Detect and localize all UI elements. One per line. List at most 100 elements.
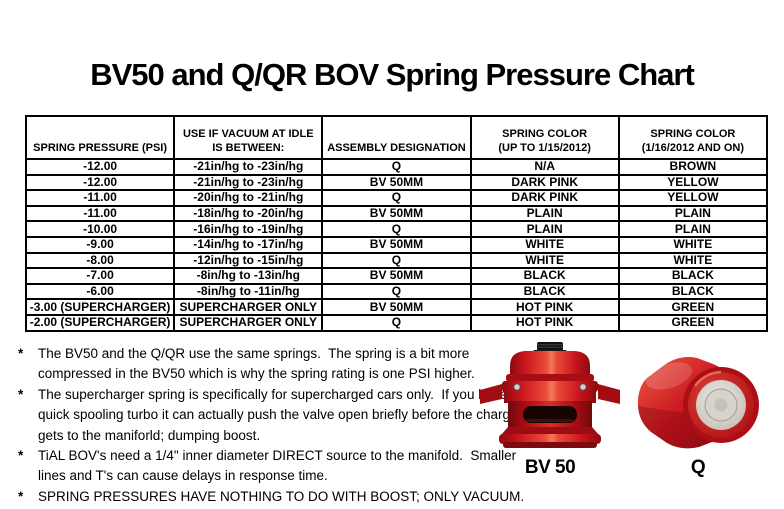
table-cell: -14in/hg to -17in/hg <box>173 235 324 254</box>
table-cell: BV 50MM <box>321 267 472 285</box>
q-label: Q <box>690 457 706 478</box>
table-row: -12.00 -21in/hg to -23in/hg BV 50MM DARK PI… <box>24 173 769 192</box>
header-cell-spring-color-new: SPRING COLOR (1/16/2012 AND ON) <box>617 115 769 160</box>
table-row: -12.00 -21in/hg to -23in/hg Q N/A BROWN <box>24 158 769 176</box>
footnote-text: TiAL BOV's need a 1/4" inner diameter DI… <box>32 446 516 487</box>
table-cell: Q <box>321 282 472 301</box>
table-cell: BV 50MM <box>321 173 472 192</box>
page-title: BV50 and Q/QR BOV Spring Pressure Chart <box>90 57 695 92</box>
footnote-asterisk: * <box>18 488 24 504</box>
header-line: IS BETWEEN: <box>212 141 285 154</box>
spring-pressure-table: SPRING PRESSURE (PSI) USE IF VACUUM AT I… <box>24 115 769 332</box>
footnotes: * The BV50 and the Q/QR use the same spr… <box>16 344 524 507</box>
footnote-text: The BV50 and the Q/QR use the same sprin… <box>32 344 491 385</box>
table-cell: N/A <box>469 158 620 176</box>
table-cell: -20in/hg to -21in/hg <box>173 189 324 207</box>
table-cell: -9.00 <box>24 235 176 254</box>
table-cell: WHITE <box>469 251 620 270</box>
footnote-asterisk: * <box>18 346 24 361</box>
table-cell: BV 50MM <box>321 235 472 254</box>
header-cell-vacuum-range: USE IF VACUUM AT IDLE IS BETWEEN: <box>173 115 324 160</box>
table-cell: BV 50MM <box>321 204 472 223</box>
bv50-product-image <box>477 341 623 453</box>
table-cell: -21in/hg to -23in/hg <box>173 158 324 176</box>
table-cell: -10.00 <box>24 220 176 238</box>
table-cell: SUPERCHARGER ONLY <box>173 298 324 316</box>
footnote-text: SPRING PRESSURES HAVE NOTHING TO DO WITH… <box>32 487 524 507</box>
bv50-valve-illustration <box>480 342 620 448</box>
table-cell: BLACK <box>617 267 769 285</box>
table-cell: -11.00 <box>24 189 176 207</box>
header-line: (1/16/2012 AND ON) <box>641 141 745 154</box>
footnote-item: * The supercharger spring is specificall… <box>16 385 519 446</box>
footnote-line: TiAL BOV's need a 1/4" inner diameter DI… <box>38 448 517 464</box>
table-cell: BLACK <box>617 282 769 301</box>
table-cell: -3.00 (SUPERCHARGER) <box>24 298 176 316</box>
footnote-asterisk: * <box>18 386 24 402</box>
table-cell: PLAIN <box>469 204 620 223</box>
table-cell: Q <box>321 220 472 238</box>
bv50-label: BV 50 <box>524 457 576 478</box>
footnote-line: compressed in the BV50 which is why the … <box>38 366 475 382</box>
footnote-item: * The BV50 and the Q/QR use the same spr… <box>16 344 491 385</box>
footnote-line: The supercharger spring is specifically … <box>38 386 519 402</box>
table-cell: DARK PINK <box>469 173 620 192</box>
table-cell: SUPERCHARGER ONLY <box>173 313 324 332</box>
table-body: -12.00 -21in/hg to -23in/hg Q N/A BROWN -12.0… <box>24 158 769 332</box>
table-cell: GREEN <box>617 313 769 332</box>
header-line: ASSEMBLY DESIGNATION <box>327 141 466 154</box>
table-cell: -12.00 <box>24 173 176 192</box>
table-cell: -8in/hg to -13in/hg <box>173 267 324 285</box>
table-cell: -11.00 <box>24 204 176 223</box>
table-cell: -12.00 <box>24 158 176 176</box>
table-cell: HOT PINK <box>469 313 620 332</box>
table-cell: Q <box>321 158 472 176</box>
header-cell-assembly-designation: ASSEMBLY DESIGNATION <box>321 115 472 160</box>
header-line: (UP TO 1/15/2012) <box>498 141 591 154</box>
table-row: -3.00 (SUPERCHARGER) SUPERCHARGER ONLY BV … <box>24 298 769 316</box>
footnote-line: gets to the maniforld; dumping boost. <box>38 427 261 443</box>
table-cell: Q <box>321 189 472 207</box>
header-line: USE IF VACUUM AT IDLE <box>182 128 314 140</box>
table-header: SPRING PRESSURE (PSI) USE IF VACUUM AT I… <box>24 115 769 160</box>
table-cell: BLACK <box>469 282 620 301</box>
table-cell: BLACK <box>469 267 620 285</box>
footnote-text: The supercharger spring is specifically … <box>32 385 519 446</box>
table-cell: DARK PINK <box>469 189 620 207</box>
table-cell: WHITE <box>617 235 769 254</box>
table-cell: YELLOW <box>617 189 769 207</box>
table-cell: YELLOW <box>617 173 769 192</box>
table-cell: PLAIN <box>469 220 620 238</box>
footnote-line: lines and T's can cause delays in respon… <box>38 468 328 484</box>
table-row: -10.00 -16in/hg to -19in/hg Q PLAIN PLAIN <box>24 220 769 238</box>
header-line: SPRING COLOR <box>502 128 588 140</box>
header-line: SPRING PRESSURE (PSI) <box>33 141 168 154</box>
footnote-item: * TiAL BOV's need a 1/4" inner diameter … <box>16 446 516 487</box>
table-cell: -18in/hg to -20in/hg <box>173 204 324 223</box>
table-cell: -6.00 <box>24 282 176 301</box>
footnote-item: * SPRING PRESSURES HAVE NOTHING TO DO WI… <box>16 487 524 507</box>
header-cell-spring-color-old: SPRING COLOR (UP TO 1/15/2012) <box>469 115 620 160</box>
table-cell: -8.00 <box>24 251 176 270</box>
table-cell: -7.00 <box>24 267 176 285</box>
table-row: -9.00 -14in/hg to -17in/hg BV 50MM WHITE WHI… <box>24 235 769 254</box>
table-cell: GREEN <box>617 298 769 316</box>
table-cell: -2.00 (SUPERCHARGER) <box>24 313 176 332</box>
table-cell: PLAIN <box>617 220 769 238</box>
table-cell: HOT PINK <box>469 298 620 316</box>
table-row: -8.00 -12in/hg to -15in/hg Q WHITE WHITE <box>24 251 769 270</box>
footnote-asterisk: * <box>18 448 24 464</box>
table-cell: WHITE <box>469 235 620 254</box>
table-cell: -12in/hg to -15in/hg <box>173 251 324 270</box>
table-row: -11.00 -20in/hg to -21in/hg Q DARK PINK YELL… <box>24 189 769 207</box>
table-cell: PLAIN <box>617 204 769 223</box>
header-line: SPRING COLOR <box>650 128 736 140</box>
q-valve-illustration <box>637 357 759 449</box>
table-row: -2.00 (SUPERCHARGER) SUPERCHARGER ONLY Q HO… <box>24 313 769 332</box>
table-row: -7.00 -8in/hg to -13in/hg BV 50MM BLACK BLAC… <box>24 267 769 285</box>
table-cell: BROWN <box>617 158 769 176</box>
q-product-image <box>629 350 767 453</box>
table-cell: WHITE <box>617 251 769 270</box>
table-row: -6.00 -8in/hg to -11in/hg Q BLACK BLACK <box>24 282 769 301</box>
